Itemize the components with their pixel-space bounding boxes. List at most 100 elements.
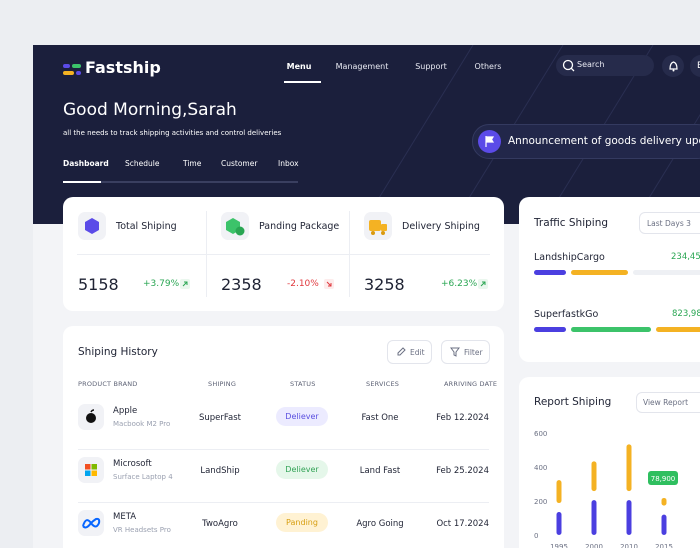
down-arrow bbox=[324, 279, 334, 289]
report-chart: 0 200 400 600 1995 2000 2010 2015 78,900 bbox=[534, 430, 678, 548]
edit-label: Edit bbox=[410, 348, 425, 357]
shipping: SuperFast bbox=[199, 413, 241, 423]
service: Agro Going bbox=[356, 519, 404, 529]
report-card: Report Shiping View Report 0 200 400 600 199… bbox=[519, 377, 700, 548]
notification-button[interactable] bbox=[662, 55, 684, 77]
truck-icon bbox=[369, 220, 387, 235]
stat-icon bbox=[221, 212, 249, 240]
logo-shape bbox=[85, 464, 97, 476]
avatar[interactable]: B bbox=[690, 55, 700, 77]
bar bbox=[556, 512, 562, 535]
subtitle: all the needs to track shipping activiti… bbox=[63, 129, 282, 137]
service: Fast One bbox=[361, 413, 399, 423]
brand-logo bbox=[78, 510, 104, 536]
filter-icon bbox=[450, 347, 460, 357]
stat-value: 3258 bbox=[364, 275, 405, 294]
stat-icon bbox=[78, 212, 106, 240]
logo[interactable]: Fastship bbox=[85, 58, 161, 77]
shipping: LandShip bbox=[200, 466, 240, 476]
up-arrow bbox=[180, 279, 190, 289]
flag bbox=[485, 136, 495, 147]
search-placeholder: Search bbox=[577, 60, 605, 69]
bar bbox=[626, 500, 632, 535]
y-tick-label: 400 bbox=[534, 464, 547, 472]
window: Fastship Menu Management Support Others … bbox=[33, 45, 700, 548]
y-tick-label: 0 bbox=[534, 532, 538, 540]
divider bbox=[77, 254, 490, 255]
service: Land Fast bbox=[359, 466, 401, 476]
header: Fastship Menu Management Support Others … bbox=[33, 45, 700, 224]
arriving-date: Feb 25.2024 bbox=[436, 466, 489, 476]
announcement[interactable]: Announcement of goods delivery update bbox=[472, 124, 700, 159]
dropdown-label: View Report bbox=[643, 398, 689, 407]
stat-value: 5158 bbox=[78, 275, 119, 294]
status-pill: Deliever bbox=[276, 460, 328, 479]
product-name: Microsoft bbox=[113, 459, 152, 469]
product-model: VR Headsets Pro bbox=[113, 526, 171, 534]
tab-track bbox=[63, 181, 298, 183]
row-divider bbox=[78, 502, 489, 503]
tooltip-text: 78,900 bbox=[651, 475, 676, 483]
brand-logo bbox=[78, 457, 104, 483]
row-divider bbox=[78, 449, 489, 450]
stat-change: +3.79% bbox=[143, 279, 180, 289]
progress-segment bbox=[534, 327, 566, 332]
arriving-date: Oct 17.2024 bbox=[436, 519, 489, 529]
greeting: Good Morning,Sarah bbox=[63, 100, 237, 120]
bar bbox=[661, 514, 667, 535]
stat-label: Delivery Shiping bbox=[402, 221, 480, 232]
tab[interactable]: Customer bbox=[221, 159, 258, 168]
search-icon bbox=[562, 59, 575, 72]
bar bbox=[591, 461, 597, 492]
bar bbox=[591, 500, 597, 535]
y-tick-label: 200 bbox=[534, 498, 547, 506]
product-name: META bbox=[113, 512, 137, 522]
brand-logo bbox=[78, 404, 104, 430]
x-tick-label: 2000 bbox=[585, 543, 603, 548]
nav-item[interactable]: Others bbox=[474, 62, 502, 71]
column-header: SHIPING bbox=[208, 380, 237, 388]
x-tick-label: 2010 bbox=[620, 543, 638, 548]
column-header: ARRIVING DATE bbox=[444, 380, 498, 388]
nav-item[interactable]: Support bbox=[415, 62, 447, 71]
card-title: Shiping History bbox=[78, 346, 158, 358]
tooltip-box bbox=[648, 470, 678, 485]
edit-button[interactable]: Edit bbox=[387, 340, 432, 364]
logo-shape bbox=[86, 409, 96, 423]
tab[interactable]: Inbox bbox=[278, 159, 299, 168]
tab[interactable]: Time bbox=[183, 159, 202, 168]
days-dropdown[interactable]: Last Days 3 bbox=[639, 212, 700, 234]
history-card: Shiping History Edit Filter PRODUCT BRAN… bbox=[63, 326, 504, 548]
card-title: Report Shiping bbox=[534, 396, 612, 408]
search-box[interactable]: Search bbox=[556, 55, 654, 76]
nav-item[interactable]: Menu bbox=[286, 62, 312, 71]
report-dropdown[interactable]: View Report bbox=[636, 392, 700, 413]
arriving-date: Feb 12.2024 bbox=[436, 413, 489, 423]
bar bbox=[556, 480, 562, 504]
stats-card: Total Shiping Panding Package Delivery S… bbox=[63, 197, 504, 311]
filter-label: Filter bbox=[464, 348, 483, 357]
traffic-card: Traffic Shiping Last Days 3 LandshipCarg… bbox=[519, 197, 700, 362]
x-tick-label: 2015 bbox=[655, 543, 673, 548]
y-tick-label: 600 bbox=[534, 430, 547, 438]
up-arrow bbox=[478, 279, 488, 289]
tab[interactable]: Dashboard bbox=[63, 159, 109, 168]
column-header: SERVICES bbox=[366, 380, 400, 388]
product-name: Apple bbox=[113, 406, 138, 416]
announcement-text: Announcement of goods delivery update bbox=[508, 135, 700, 147]
bar bbox=[661, 497, 667, 506]
shipping: TwoAgro bbox=[202, 519, 238, 529]
stat-change: +6.23% bbox=[441, 279, 478, 289]
filter-button[interactable]: Filter bbox=[441, 340, 490, 364]
column-header: PRODUCT BRAND bbox=[78, 380, 138, 388]
stat-value: 2358 bbox=[221, 275, 262, 294]
nav-item[interactable]: Management bbox=[335, 62, 389, 71]
product-model: Surface Laptop 4 bbox=[113, 473, 173, 481]
nav-underline bbox=[284, 81, 321, 83]
stat-icon bbox=[364, 212, 392, 240]
tab[interactable]: Schedule bbox=[125, 159, 160, 168]
card-title: Traffic Shiping bbox=[534, 217, 609, 229]
logo-shape bbox=[82, 517, 101, 529]
progress-segment bbox=[633, 270, 700, 275]
bar bbox=[626, 444, 632, 492]
